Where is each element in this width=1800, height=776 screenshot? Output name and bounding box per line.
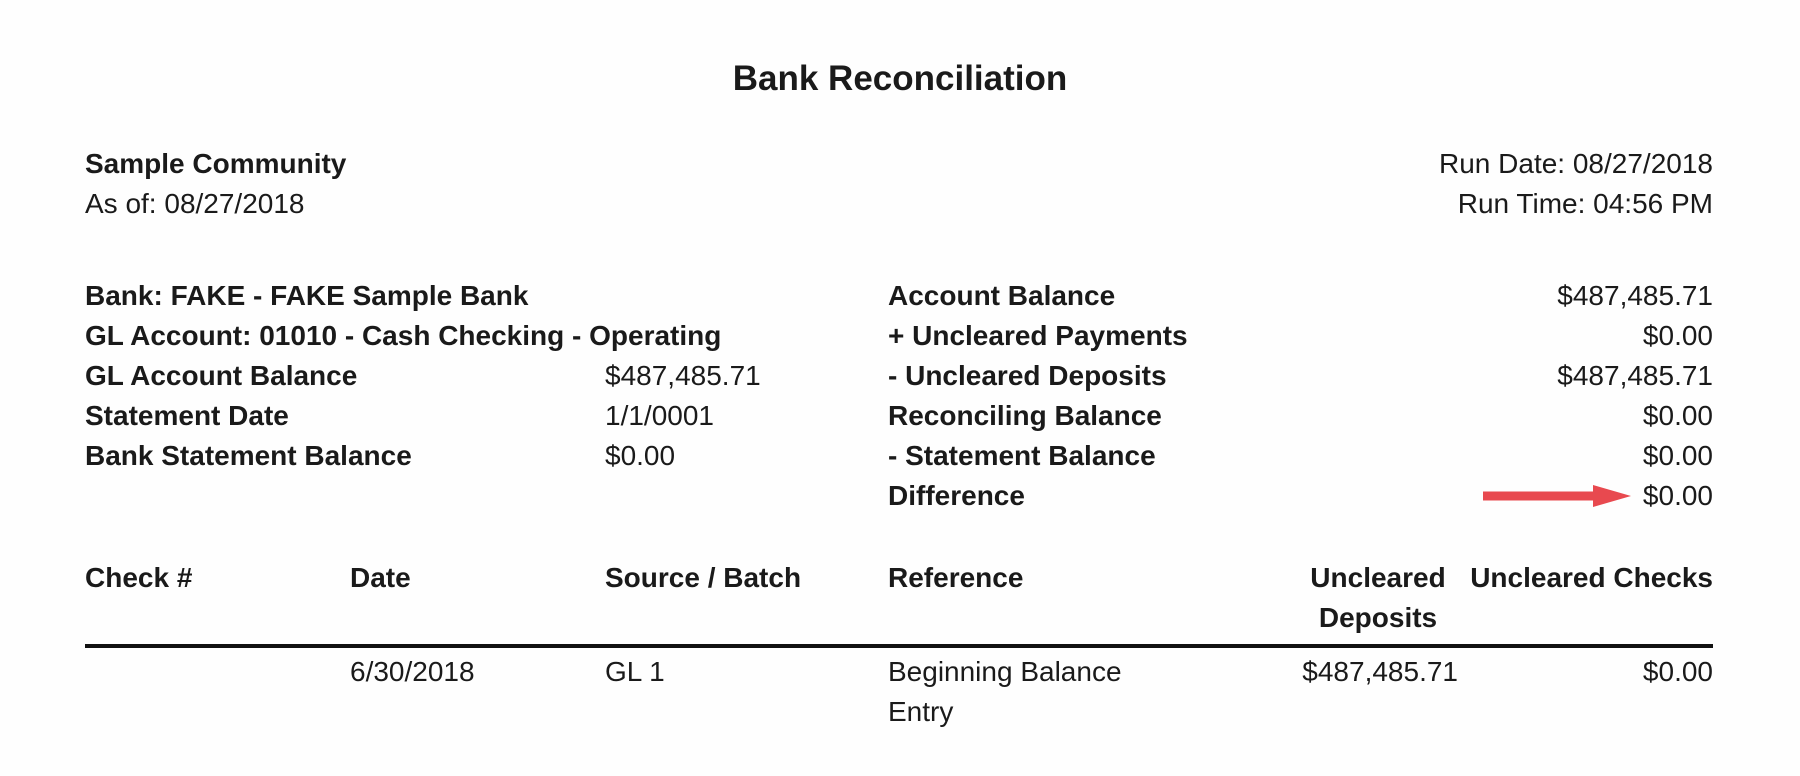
run-time: Run Time: 04:56 PM [1457, 188, 1713, 219]
summary-label: Account Balance [888, 280, 1116, 311]
cell-uncleared-checks: $0.00 [1642, 656, 1713, 687]
table-header-row: Check # Date Source / Batch Reference Un… [85, 558, 1713, 638]
account-info-label: Bank Statement Balance [85, 440, 412, 471]
red-arrow-icon [1482, 485, 1631, 507]
account-info-value: $0.00 [605, 440, 676, 471]
table-header-divider [85, 644, 1713, 648]
summary-row: - Statement Balance $0.00 [888, 436, 1713, 476]
gl-account-line: GL Account: 01010 - Cash Checking - Oper… [85, 320, 722, 351]
report-header-left: Sample Community As of: 08/27/2018 [85, 144, 346, 224]
account-info-row: Bank Statement Balance $0.00 [85, 436, 885, 476]
summary-row: - Uncleared Deposits $487,485.71 [888, 356, 1713, 396]
summary-value: $0.00 [1642, 320, 1713, 351]
bank-line: Bank: FAKE - FAKE Sample Bank [85, 280, 529, 311]
column-header-source-batch: Source / Batch [605, 562, 802, 593]
report-header-right: Run Date: 08/27/2018 Run Time: 04:56 PM [1439, 144, 1713, 224]
summary-row: + Uncleared Payments $0.00 [888, 316, 1713, 356]
account-info-row: GL Account Balance $487,485.71 [85, 356, 885, 396]
summary-value: $0.00 [1642, 400, 1713, 431]
community-name: Sample Community [85, 148, 347, 179]
summary-row-difference: Difference $0.00 [888, 476, 1713, 516]
column-header-uncleared-deposits: Uncleared Deposits [1310, 562, 1446, 633]
account-info-row: Statement Date 1/1/0001 [85, 396, 885, 436]
run-date: Run Date: 08/27/2018 [1439, 148, 1713, 179]
transactions-table: Check # Date Source / Batch Reference Un… [85, 558, 1713, 732]
account-info-value: $487,485.71 [605, 360, 761, 391]
summary-label: - Uncleared Deposits [888, 360, 1167, 391]
column-header-check-number: Check # [85, 562, 193, 593]
reconciliation-summary-section: Account Balance $487,485.71 + Uncleared … [888, 276, 1713, 516]
summary-row: Account Balance $487,485.71 [888, 276, 1713, 316]
cell-source-batch: GL 1 [605, 656, 665, 687]
cell-reference: Beginning Balance Entry [888, 656, 1122, 727]
summary-label: Reconciling Balance [888, 400, 1162, 431]
account-info-label: Statement Date [85, 400, 289, 431]
table-row: 6/30/2018 GL 1 Beginning Balance Entry $… [85, 652, 1713, 732]
cell-check-number [85, 652, 350, 732]
cell-date: 6/30/2018 [350, 656, 475, 687]
summary-label: - Statement Balance [888, 440, 1156, 471]
column-header-uncleared-checks: Uncleared Checks [1470, 562, 1713, 593]
summary-value: $487,485.71 [1557, 360, 1713, 391]
column-header-reference: Reference [888, 562, 1024, 593]
column-header-date: Date [350, 562, 411, 593]
account-info-value: 1/1/0001 [605, 400, 714, 431]
as-of-date: As of: 08/27/2018 [85, 188, 305, 219]
account-info-section: Bank: FAKE - FAKE Sample Bank GL Account… [85, 276, 885, 476]
summary-label: Difference [888, 480, 1025, 511]
summary-value: $0.00 [1642, 440, 1713, 471]
summary-label: + Uncleared Payments [888, 320, 1188, 351]
summary-row: Reconciling Balance $0.00 [888, 396, 1713, 436]
difference-value: $0.00 [1642, 480, 1713, 511]
account-info-label: GL Account Balance [85, 360, 358, 391]
summary-value: $487,485.71 [1557, 280, 1713, 311]
difference-value-group: $0.00 [1481, 476, 1713, 516]
page-title: Bank Reconciliation [732, 59, 1068, 98]
cell-uncleared-deposits: $487,485.71 [1302, 656, 1458, 687]
